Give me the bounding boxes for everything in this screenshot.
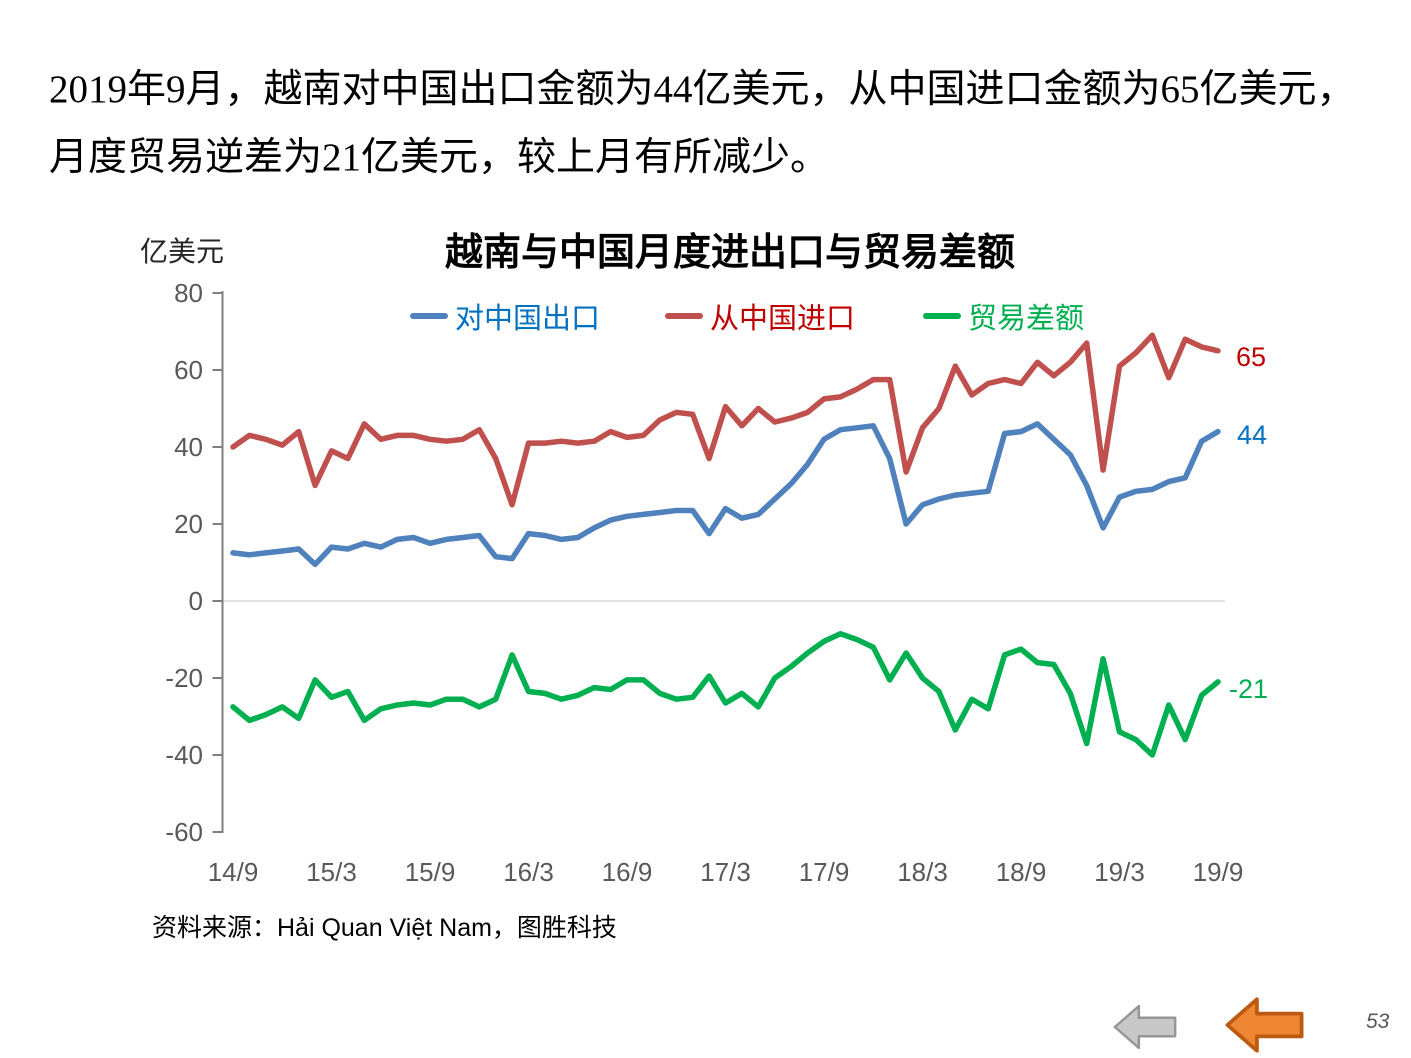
legend-label-balance: 贸易差额 [968, 303, 1085, 335]
orange-left-arrow-button[interactable] [1224, 997, 1305, 1053]
x-axis-tick-label: 19/9 [1193, 857, 1244, 887]
legend-item-balance: 贸易差额 [923, 301, 1084, 335]
x-axis-tick-label: 15/3 [306, 857, 357, 887]
x-axis-tick-label: 16/3 [503, 857, 554, 887]
x-axis-tick-label: 18/3 [897, 857, 948, 887]
legend-label-exports: 对中国出口 [455, 303, 601, 335]
legend-swatch-balance [923, 313, 961, 319]
source-note: 资料来源：Hải Quan Việt Nam，图胜科技 [152, 914, 617, 942]
intro-line-1: 2019年9月，越南对中国出口金额为44亿美元，从中国进口金额为65亿美元， [49, 68, 1356, 111]
x-axis-tick-label: 15/9 [405, 857, 456, 887]
y-axis-tick-label: 40 [174, 432, 203, 462]
x-axis-tick-label: 16/9 [602, 857, 653, 887]
legend-swatch-imports [665, 313, 703, 319]
series-line-exports [230, 421, 1221, 568]
legend-swatch-exports [410, 313, 448, 319]
gray-left-arrow-button[interactable] [1113, 1004, 1177, 1050]
page-number: 53 [1366, 1010, 1390, 1033]
legend-label-imports: 从中国进口 [710, 303, 856, 335]
x-axis-tick-label: 17/3 [700, 857, 751, 887]
y-axis-tick-label: 80 [174, 278, 203, 308]
intro-text: 2019年9月，越南对中国出口金额为44亿美元，从中国进口金额为65亿美元， 月… [49, 56, 1356, 192]
x-axis-tick-label: 14/9 [208, 857, 259, 887]
legend-item-imports: 从中国进口 [665, 301, 855, 335]
y-axis-unit-label: 亿美元 [140, 236, 225, 267]
y-axis-tick-label: 60 [174, 355, 203, 385]
chart-title: 越南与中国月度进出口与贸易差额 [444, 232, 1015, 274]
series-end-label-imports: 65 [1236, 342, 1267, 372]
orange-left-arrow-shape [1225, 997, 1304, 1053]
intro-line-2: 月度贸易逆差为21亿美元，较上月有所减少。 [49, 136, 830, 179]
y-axis-tick-label: -40 [165, 740, 203, 770]
series-end-label-balance: -21 [1229, 674, 1269, 704]
series-end-label-exports: 44 [1237, 420, 1268, 450]
x-axis-tick-label: 18/9 [996, 857, 1047, 887]
series-line-imports [230, 332, 1221, 508]
legend-item-exports: 对中国出口 [410, 301, 600, 335]
series-line-balance [230, 630, 1221, 758]
y-axis-tick-label: 0 [189, 586, 203, 616]
x-axis-tick-label: 17/9 [799, 857, 850, 887]
y-axis-tick-label: -60 [165, 817, 203, 847]
y-axis-tick-label: 20 [174, 509, 203, 539]
gray-left-arrow-shape [1113, 1004, 1177, 1050]
x-axis-tick-label: 19/3 [1094, 857, 1145, 887]
y-axis-tick-label: -20 [165, 663, 203, 693]
